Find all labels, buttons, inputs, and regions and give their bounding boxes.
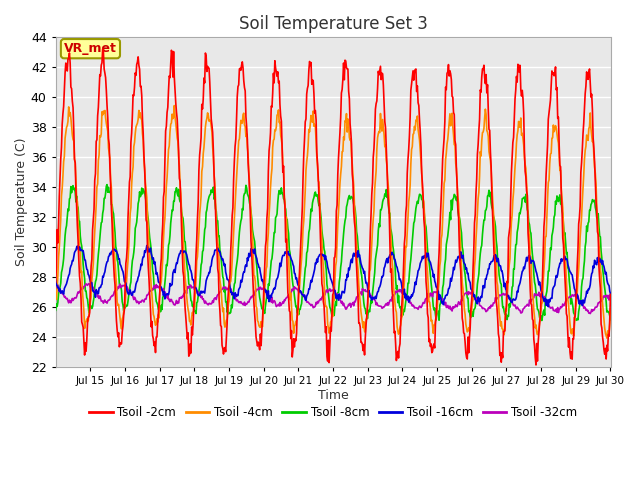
- Legend: Tsoil -2cm, Tsoil -4cm, Tsoil -8cm, Tsoil -16cm, Tsoil -32cm: Tsoil -2cm, Tsoil -4cm, Tsoil -8cm, Tsoi…: [84, 401, 582, 424]
- X-axis label: Time: Time: [317, 389, 348, 402]
- Y-axis label: Soil Temperature (C): Soil Temperature (C): [15, 138, 28, 266]
- Text: VR_met: VR_met: [64, 42, 117, 55]
- Title: Soil Temperature Set 3: Soil Temperature Set 3: [239, 15, 428, 33]
